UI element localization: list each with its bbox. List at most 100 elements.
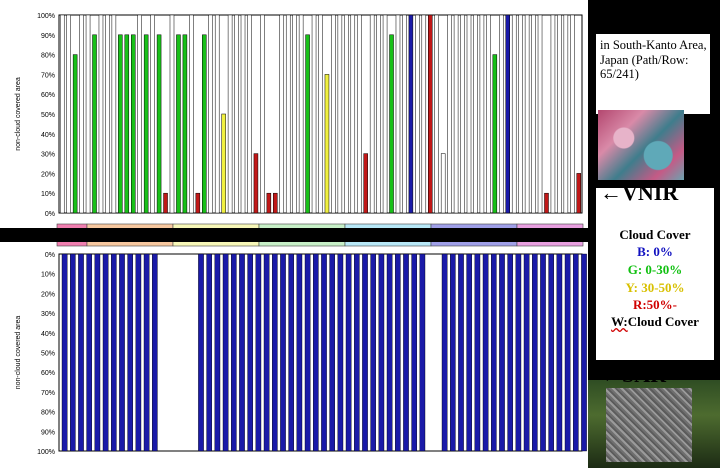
data-bar	[202, 34, 207, 214]
data-bar	[532, 253, 538, 452]
data-bar	[376, 14, 381, 214]
y-tick-label: 100%	[37, 13, 55, 20]
y-tick-label: 80%	[41, 410, 55, 417]
data-bar	[324, 74, 330, 214]
data-bar	[94, 253, 101, 452]
data-bar	[111, 14, 117, 214]
data-bar	[169, 14, 175, 214]
data-bar	[474, 253, 481, 452]
data-bar	[563, 14, 569, 214]
y-tick-label: 90%	[41, 33, 55, 40]
legend-box	[596, 188, 714, 360]
y-tick-label: 40%	[41, 331, 55, 338]
data-bar	[402, 14, 407, 214]
data-bar	[466, 14, 472, 214]
data-bar	[450, 253, 456, 452]
sar-coverage-chart: 0% 10% 20% 30% 40% 50% 60% 70% 80% 90% 100% non-clo…	[15, 252, 636, 456]
data-bar	[537, 14, 543, 214]
data-bar	[143, 34, 149, 214]
y-axis-label: non-cloud covered area	[15, 316, 22, 390]
data-bar	[311, 14, 317, 214]
data-bar	[556, 253, 563, 452]
data-bar	[531, 14, 536, 214]
data-bar	[505, 14, 510, 214]
data-bar	[440, 153, 446, 214]
data-bar	[370, 253, 377, 452]
data-bar	[230, 253, 237, 452]
y-tick-label: 60%	[41, 92, 55, 99]
data-bar	[255, 253, 262, 452]
y-tick-label: 10%	[41, 191, 55, 198]
data-bar	[482, 253, 489, 452]
data-bar	[78, 253, 84, 452]
y-tick-label: 70%	[41, 390, 55, 397]
data-bar	[272, 253, 278, 452]
data-bar	[156, 34, 162, 214]
data-bar	[378, 253, 385, 452]
y-tick-label: 70%	[41, 72, 55, 79]
data-bar	[523, 253, 530, 452]
data-bar	[362, 253, 368, 452]
data-bar	[344, 14, 349, 214]
data-bar	[118, 34, 123, 214]
data-bar	[544, 192, 549, 214]
data-bar	[279, 14, 285, 214]
data-bar	[411, 253, 418, 452]
data-bar	[313, 253, 319, 452]
data-bar	[206, 253, 213, 452]
data-bar	[581, 253, 587, 452]
data-bar	[260, 14, 265, 214]
data-bar	[69, 253, 76, 452]
data-bar	[447, 14, 452, 214]
y-tick-label: 100%	[37, 449, 55, 456]
legend-green: G: 0-30%	[627, 262, 683, 277]
data-bar	[491, 253, 497, 452]
sar-thumbnail	[606, 388, 692, 462]
data-bar	[239, 253, 245, 452]
data-bar	[350, 14, 356, 214]
data-bar	[227, 14, 233, 214]
data-bar	[296, 253, 303, 452]
y-tick-label: 0%	[45, 211, 55, 218]
scene-info: in South-Kanto Area, Japan (Path/Row: 65…	[600, 38, 707, 81]
y-tick-label: 50%	[41, 351, 55, 358]
data-bar	[499, 14, 504, 214]
data-bar	[110, 253, 117, 452]
data-bar	[263, 253, 270, 452]
y-tick-label: 10%	[41, 272, 55, 279]
data-bar	[86, 253, 92, 452]
data-bar	[557, 14, 562, 214]
data-bar	[119, 253, 125, 452]
data-bar	[441, 253, 448, 452]
data-bar	[98, 14, 104, 214]
data-bar	[507, 253, 514, 452]
data-bar	[59, 14, 65, 214]
data-bar	[318, 14, 323, 214]
info-box	[596, 34, 710, 114]
legend-yellow: Y: 30-50%	[625, 280, 685, 295]
data-bar	[72, 54, 78, 214]
data-bar	[253, 153, 259, 214]
data-bar	[479, 14, 485, 214]
data-bar	[329, 253, 336, 452]
data-bar	[345, 253, 352, 452]
data-bar	[466, 253, 473, 452]
data-bar	[176, 34, 181, 214]
y-tick-label: 40%	[41, 132, 55, 139]
data-bar	[331, 14, 336, 214]
data-bar	[222, 253, 229, 452]
data-bar	[434, 14, 439, 214]
data-bar	[79, 14, 84, 214]
data-bar	[247, 253, 254, 452]
data-bar	[189, 14, 194, 214]
y-tick-label: 20%	[41, 291, 55, 298]
data-bar	[408, 14, 414, 214]
data-bar	[150, 14, 155, 214]
data-bar	[570, 14, 575, 214]
data-bar	[486, 14, 491, 214]
data-bar	[415, 14, 420, 214]
legend-title: Cloud Cover	[619, 227, 691, 242]
data-bar	[460, 14, 465, 214]
data-bar	[573, 253, 579, 452]
data-bar	[389, 34, 394, 214]
